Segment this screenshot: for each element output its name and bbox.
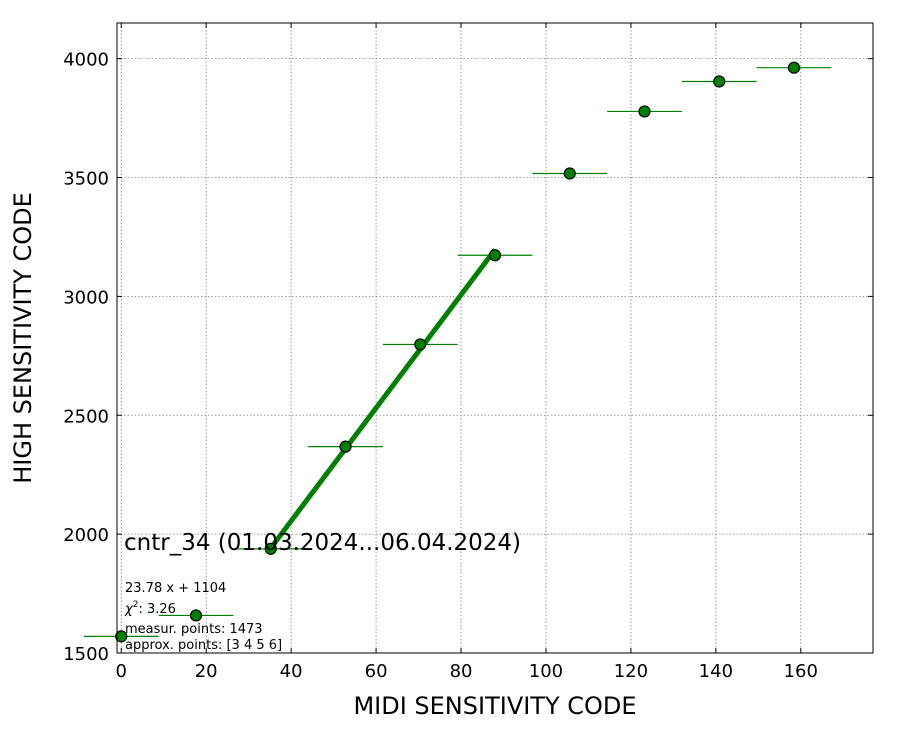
chi2-symbol: χ <box>124 602 134 617</box>
data-point-7 <box>638 105 651 118</box>
data-point-2 <box>264 542 277 555</box>
x-axis-label: MIDI SENSITIVITY CODE <box>353 692 636 720</box>
x-tick-label: 20 <box>195 661 218 682</box>
y-tick-label: 4000 <box>63 50 109 71</box>
y-tick-label: 3500 <box>63 169 109 190</box>
y-tick-label: 2500 <box>63 406 109 427</box>
y-axis-label: HIGH SENSITIVITY CODE <box>9 192 37 484</box>
data-point-1 <box>189 609 203 622</box>
x-tick-label: 120 <box>614 661 648 682</box>
chi2-value: : 3.26 <box>138 602 175 617</box>
annotation-measur-points: measur. points: 1473 <box>125 622 263 637</box>
ticks-group <box>117 23 873 654</box>
y-tick-label: 1500 <box>63 644 109 665</box>
y-tick-label: 3000 <box>63 287 109 308</box>
data-point-4 <box>414 338 427 351</box>
x-tick-label: 80 <box>450 661 473 682</box>
annotation-block: cntr_34 (01.03.2024...06.04.2024) 23.78 … <box>124 530 521 653</box>
fit-line-group <box>268 248 497 550</box>
points-group <box>115 61 801 643</box>
data-point-9 <box>787 61 801 74</box>
annotation-chi2: χ2: 3.26 <box>124 600 176 617</box>
x-tick-label: 140 <box>699 661 733 682</box>
x-tick-label: 160 <box>784 661 818 682</box>
data-point-5 <box>488 249 502 262</box>
fit-line <box>268 248 497 550</box>
x-tick-label: 40 <box>280 661 303 682</box>
x-tick-label: 60 <box>365 661 388 682</box>
annotation-equation: 23.78 x + 1104 <box>125 581 226 596</box>
annotation-title: cntr_34 (01.03.2024...06.04.2024) <box>124 530 521 556</box>
x-tick-label: 100 <box>529 661 563 682</box>
data-point-0 <box>115 630 128 643</box>
tick-labels-group: 0 20 40 60 80 100 120 140 160 1500 2000 2500 3000 350… <box>63 50 818 682</box>
chi2-superscript: 2 <box>133 600 139 610</box>
data-point-6 <box>563 167 576 180</box>
annotation-approx-points: approx. points: [3 4 5 6] <box>125 638 282 653</box>
data-point-3 <box>339 440 352 453</box>
x-tick-label: 0 <box>116 661 127 682</box>
plot-frame <box>116 22 874 654</box>
y-tick-label: 2000 <box>63 525 109 546</box>
data-point-8 <box>713 75 726 88</box>
